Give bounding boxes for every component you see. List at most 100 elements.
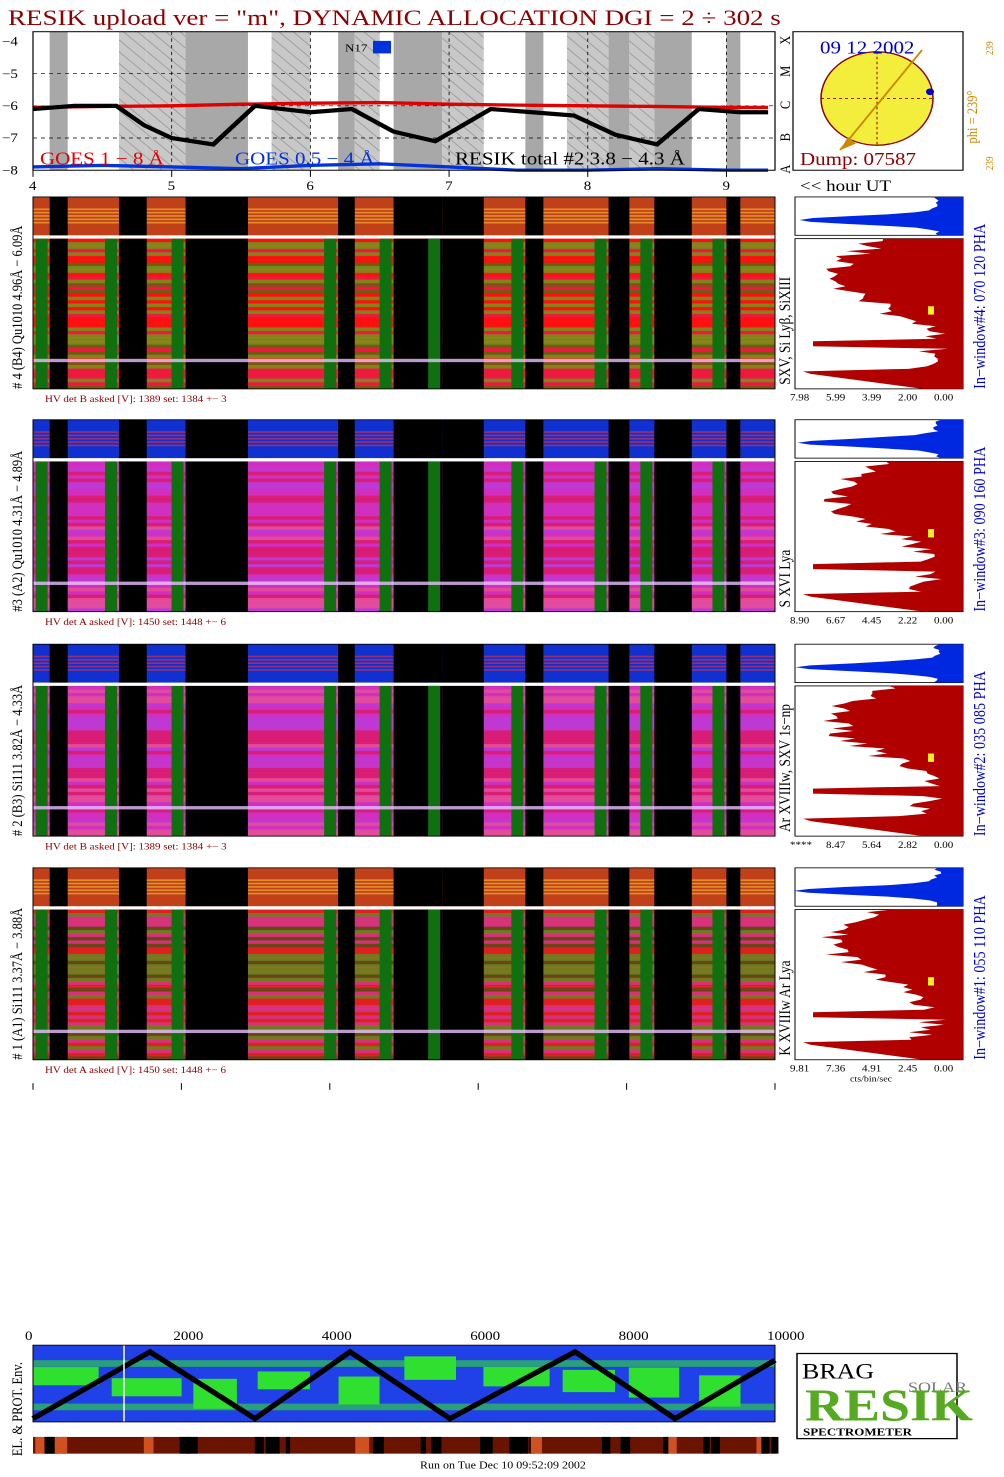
env-strip-seg — [54, 1436, 68, 1454]
goes-class-letter: B — [777, 133, 793, 141]
spectrogram-band — [171, 461, 184, 612]
goes-y-tick: −7 — [2, 131, 18, 145]
env-strip-seg — [530, 1436, 542, 1454]
spectrogram-band — [171, 909, 184, 1060]
time-tick-label: 6 — [306, 179, 314, 193]
hv-status-ch4: HV det B asked [V]: 1389 set: 1384 +− 3 — [45, 395, 227, 405]
window-marker — [928, 977, 934, 986]
hist-tick-label: 0.00 — [934, 841, 953, 851]
hist-tick-label: 0.00 — [934, 616, 953, 626]
hist-tick-label: 8.90 — [790, 616, 809, 626]
spectrogram-gap — [442, 461, 484, 612]
pha-hist — [803, 461, 963, 612]
bottom-tick-label: 2000 — [173, 1329, 203, 1343]
gap-14 — [726, 31, 741, 171]
strip-gap — [393, 196, 443, 236]
strip-gap — [726, 419, 741, 459]
channel-left-label: #3 (A2) Qu1010 4.31Å − 4.89Å — [9, 451, 26, 612]
hist-tick-label: 6.67 — [826, 616, 845, 626]
spectrogram-band — [640, 909, 653, 1060]
spectrogram-gap — [338, 909, 355, 1060]
spectrogram-gap — [442, 238, 484, 389]
spectrogram-band — [379, 909, 392, 1060]
window-marker — [928, 753, 934, 762]
strip-gap — [118, 419, 147, 459]
mini-hist — [793, 867, 963, 907]
goes-class-letter: M — [777, 66, 793, 77]
strip-gap — [118, 644, 147, 683]
spectrogram-gap — [338, 685, 355, 837]
particle-environment-panel: EL. & PROT. Env. — [9, 1344, 779, 1456]
spectrogram-band — [594, 238, 607, 389]
hist-tick-label: 8.47 — [826, 841, 845, 851]
bottom-axis: 0 2000 4000 6000 8000 10000 — [25, 1083, 805, 1343]
noaa-region-label: N17 — [345, 42, 367, 55]
spectrogram-gap — [608, 909, 630, 1060]
strip-gap — [608, 644, 630, 683]
strip-gap — [49, 419, 68, 459]
env-strip-seg — [373, 1436, 384, 1454]
region-marker — [926, 88, 934, 96]
strip-gap — [442, 196, 484, 236]
env-strip-seg — [601, 1436, 611, 1454]
spectrogram-band — [640, 461, 653, 612]
spectrogram-band — [428, 461, 441, 612]
strip-gap — [608, 419, 630, 459]
strip-gap — [442, 867, 484, 907]
spectrogram-gap — [118, 685, 147, 837]
goes-lightcurve-panel: −4 −5 −6 −7 −8 X M C B A N17 GOES 1 − 8 Å GOES 0… — [2, 31, 793, 177]
spectrogram-gap — [654, 461, 692, 612]
strip-gap — [393, 867, 443, 907]
env-panel-label: EL. & PROT. Env. — [9, 1362, 25, 1456]
env-strip-seg — [186, 1436, 198, 1454]
strip-gap — [654, 867, 692, 907]
env-strip-seg — [285, 1436, 291, 1454]
env-strip-seg — [44, 1436, 56, 1454]
env-strip-seg — [265, 1436, 280, 1454]
env-strip-seg — [254, 1436, 264, 1454]
spectrogram-band — [428, 909, 441, 1060]
channel-window-label: In−window#1: 055 110 PHA — [971, 895, 989, 1060]
time-tick-label: 9 — [722, 179, 730, 193]
spectrogram-gap — [338, 238, 355, 389]
hv-status-ch1: HV det A asked [V]: 1450 set: 1448 +− 6 — [45, 1066, 226, 1076]
spectrogram-gap — [525, 461, 544, 612]
env-green-bands — [33, 1356, 775, 1411]
spectrogram-band — [324, 909, 337, 1060]
gap-2 — [146, 31, 186, 171]
env-strip-seg — [480, 1436, 485, 1454]
spectrogram-band — [171, 238, 184, 389]
legend-goes-long: GOES 1 − 8 Å — [40, 150, 164, 169]
spectrogram-gap — [608, 685, 630, 837]
channel-ch2: HV det B asked [V]: 1389 set: 1384 +− 3 #… — [9, 643, 989, 852]
legend-resik-total: RESIK total #2 3.8 − 4.3 Å — [455, 150, 685, 169]
strip-gap — [654, 196, 692, 236]
strip-gap — [608, 867, 630, 907]
channel-lines-label: S XVI Lya — [777, 549, 794, 607]
gap-7 — [393, 31, 443, 171]
hist-tick-label: 5.64 — [862, 841, 881, 851]
channel-frame — [32, 643, 776, 837]
channel-lines-label: K XVIIIw Ar Lya — [777, 960, 794, 1056]
gap-13 — [654, 31, 692, 171]
run-timestamp: Run on Tue Dec 10 09:52:09 2002 — [420, 1461, 586, 1472]
channel-window-label: In−window#4: 070 120 PHA — [971, 223, 989, 389]
spectrogram-band — [712, 685, 725, 837]
spectrogram-gap — [654, 685, 692, 837]
spectrogram-gap — [49, 909, 68, 1060]
bottom-tick-label: 10000 — [767, 1329, 805, 1343]
strip-gap — [49, 196, 68, 236]
strip-gap — [525, 196, 544, 236]
pha-hist — [803, 685, 963, 837]
goes-y-tick: −5 — [2, 67, 18, 81]
env-strip-seg — [509, 1436, 522, 1454]
hist-tick-label: 4.91 — [862, 1064, 881, 1074]
env-strip-seg — [771, 1436, 779, 1454]
time-tick-label: 5 — [168, 179, 176, 193]
spectrogram-gap — [654, 909, 692, 1060]
env-strip-seg — [663, 1436, 669, 1454]
spectrogram-gap — [185, 238, 248, 389]
spectrogram-band — [594, 685, 607, 837]
env-strip-seg — [665, 1436, 677, 1454]
env-green-patch — [562, 1369, 615, 1393]
